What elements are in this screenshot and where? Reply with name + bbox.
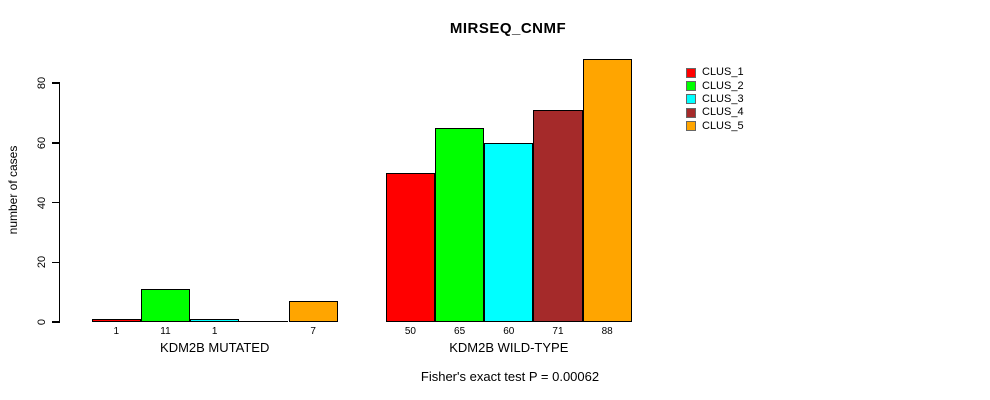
bar-value-label: 88 <box>601 326 613 337</box>
clus_5-bar <box>582 59 632 322</box>
y-axis-tick <box>51 261 60 263</box>
y-axis-tick-label: 80 <box>36 76 48 90</box>
bar-value-label: 1 <box>113 326 120 337</box>
legend-item: CLUS_5 <box>686 120 744 133</box>
legend-label: CLUS_4 <box>702 106 744 119</box>
clus_3-bar <box>190 319 240 322</box>
y-axis-tick-label: 40 <box>36 196 48 209</box>
fisher-test-annotation: Fisher's exact test P = 0.00062 <box>420 369 600 384</box>
y-axis-tick-label: 20 <box>36 256 48 269</box>
clus_5-bar <box>288 301 338 322</box>
legend-item: CLUS_4 <box>686 106 744 119</box>
y-axis-tick <box>51 321 60 323</box>
clus_2-bar <box>140 289 191 322</box>
clus_4-bar <box>533 110 583 322</box>
y-axis-line <box>58 83 61 322</box>
bar-value-label: 71 <box>552 326 564 337</box>
bar-value-label: 65 <box>454 326 466 337</box>
legend-swatch-icon <box>686 94 696 105</box>
y-axis-tick <box>51 82 60 84</box>
x-group-label: KDM2B WILD-TYPE <box>449 340 569 355</box>
bar-value-label: 1 <box>211 326 218 337</box>
legend-label: CLUS_2 <box>702 79 744 92</box>
x-group-label: KDM2B MUTATED <box>160 340 270 355</box>
legend-item: CLUS_1 <box>686 66 744 79</box>
legend-swatch-icon <box>686 67 696 78</box>
y-axis-tick <box>51 142 60 144</box>
legend-swatch-icon <box>686 121 696 132</box>
legend-swatch-icon <box>686 81 696 92</box>
bar-value-label: 11 <box>160 326 171 337</box>
chart-title: MIRSEQ_CNMF <box>449 20 567 37</box>
clus_1-bar <box>91 319 141 322</box>
y-axis-tick-label: 0 <box>36 318 48 326</box>
clus_1-bar <box>385 173 435 322</box>
bar-value-label: 7 <box>310 326 316 337</box>
clus_3-bar <box>484 143 534 322</box>
legend-item: CLUS_2 <box>686 79 744 92</box>
y-axis-title: number of cases <box>6 145 20 235</box>
clus_2-bar <box>435 128 485 322</box>
y-axis-tick <box>51 201 60 204</box>
clus_4-bar <box>239 320 289 322</box>
legend: CLUS_1 CLUS_2 CLUS_3 CLUS_4 CLUS_5 <box>686 66 744 133</box>
y-axis-tick-label: 60 <box>36 136 48 149</box>
legend-label: CLUS_3 <box>702 92 744 105</box>
legend-item: CLUS_3 <box>686 93 744 106</box>
legend-swatch-icon <box>686 107 696 118</box>
legend-label: CLUS_1 <box>702 66 744 79</box>
legend-label: CLUS_5 <box>702 119 744 132</box>
bar-value-label: 50 <box>404 326 416 337</box>
bar-value-label: 60 <box>503 326 515 337</box>
